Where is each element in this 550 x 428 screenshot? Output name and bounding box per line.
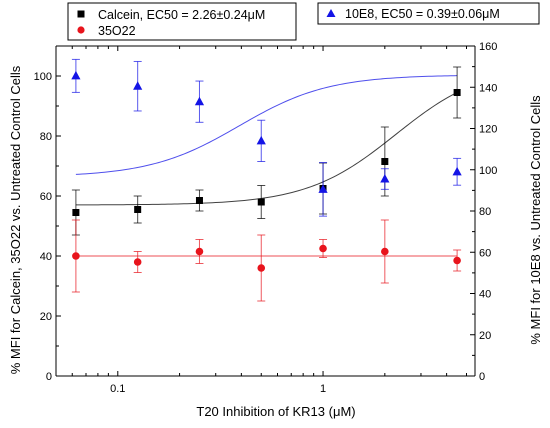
calcein-fit-curve: [75, 91, 458, 206]
y-tick-label-left: 80: [40, 131, 52, 143]
y-tick-label-left: 40: [40, 251, 52, 263]
legend-calcein-marker: [77, 10, 85, 18]
y-tick-label-right: 20: [479, 330, 491, 342]
y-axis-title-left: % MFI for Calcein, 35O22 vs. Untreated C…: [8, 65, 23, 374]
legend-right-box: [317, 2, 540, 25]
calcein-point: [134, 206, 142, 213]
fit-curves: [75, 75, 458, 257]
axes: [55, 45, 476, 377]
10e8-point: [452, 166, 462, 176]
y-tick-label-left: 100: [34, 71, 52, 83]
legend-35o22-marker: [77, 26, 85, 34]
35o22-point: [72, 252, 80, 260]
y-tick-label-left: 60: [40, 191, 52, 203]
35o22-point: [381, 247, 389, 256]
legend-right: 10E8, EC50 = 0.39±0.06μM: [317, 2, 540, 25]
legend-35o22-label: 35O22: [98, 24, 136, 38]
y-tick-label-right: 100: [479, 165, 497, 177]
y-tick-label-left: 20: [40, 311, 52, 323]
10e8-point: [256, 135, 266, 145]
y-tick-label-left: 0: [46, 371, 52, 383]
10e8-point: [194, 96, 205, 106]
35o22-point: [319, 244, 327, 253]
35o22-point: [453, 256, 461, 265]
y-tick-label-right: 80: [479, 206, 491, 218]
data-markers: [71, 70, 462, 272]
legend-10e8-label: 10E8, EC50 = 0.39±0.06μM: [345, 7, 500, 21]
y-tick-label-right: 120: [479, 124, 497, 136]
35o22-point: [257, 264, 266, 272]
y-tick-label-right: 160: [479, 41, 497, 53]
x-tick-label: 1: [320, 383, 326, 395]
y-tick-label-right: 0: [479, 371, 485, 383]
legend-left-box: [67, 2, 297, 41]
calcein-point: [195, 197, 203, 204]
35o22-point: [195, 247, 204, 256]
y-tick-label-right: 60: [479, 247, 491, 259]
legend-calcein-label: Calcein, EC50 = 2.26±0.24μM: [98, 8, 265, 22]
calcein-point: [72, 209, 80, 216]
calcein-point: [453, 89, 461, 96]
10e8-point: [380, 174, 390, 183]
y-tick-label-right: 140: [479, 82, 497, 94]
35o22-point: [133, 258, 142, 266]
x-tick-label: 0.1: [110, 383, 125, 395]
ticks: 0.1 1 0 20 40 60 80 100 0 20 40 60 80 100 120 140 160: [34, 41, 498, 395]
calcein-point: [381, 158, 389, 165]
10e8-fit-curve: [75, 75, 458, 175]
legend-left: Calcein, EC50 = 2.26±0.24μM 35O22: [67, 2, 297, 41]
legend-10e8-marker: [326, 9, 336, 17]
calcein-point: [257, 198, 265, 206]
error-bars: [71, 58, 462, 302]
10e8-point: [318, 184, 328, 193]
x-axis-title: T20 Inhibition of KR13 (μM): [196, 404, 355, 419]
y-axis-title-right: % MFI for 10E8 vs. Untreated Control Cel…: [528, 95, 543, 345]
10e8-point: [133, 81, 143, 90]
10e8-point: [71, 70, 81, 80]
y-tick-label-right: 40: [479, 289, 491, 301]
